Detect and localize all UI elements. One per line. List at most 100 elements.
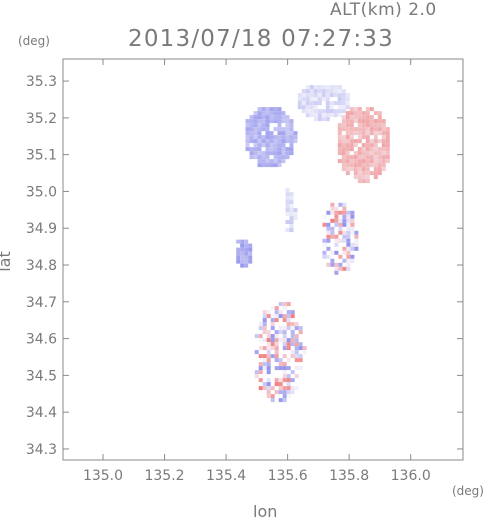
data-cell	[266, 370, 271, 375]
data-cell	[357, 167, 362, 172]
data-cell	[293, 135, 298, 140]
data-cell	[278, 358, 283, 363]
data-cell	[298, 346, 303, 351]
y-tick-label: 34.9	[26, 221, 57, 237]
data-cell	[353, 163, 358, 168]
data-cell	[285, 123, 290, 128]
data-cell	[357, 179, 362, 184]
data-cell	[298, 358, 303, 363]
data-cell	[249, 151, 254, 156]
data-cell	[282, 302, 287, 307]
data-cell	[285, 220, 290, 225]
data-cell	[293, 139, 298, 144]
data-cell	[257, 115, 262, 120]
data-cell	[326, 226, 331, 231]
data-cell	[274, 306, 279, 311]
data-cell	[353, 139, 358, 144]
data-cell	[313, 97, 318, 102]
data-cell	[286, 326, 291, 331]
data-cell	[361, 175, 366, 180]
data-cell	[353, 151, 358, 156]
data-cell	[317, 89, 322, 94]
data-cell	[289, 143, 294, 148]
data-cell	[262, 382, 267, 387]
data-cell	[286, 302, 291, 307]
data-cell	[285, 208, 290, 213]
data-cell	[293, 216, 298, 221]
data-cell	[257, 159, 262, 164]
data-cell	[357, 131, 362, 136]
data-cell	[258, 346, 263, 351]
data-cell	[337, 159, 342, 164]
data-cell	[309, 113, 314, 118]
data-cell	[277, 123, 282, 128]
data-cell	[244, 255, 249, 260]
data-cell	[365, 151, 370, 156]
data-cell	[341, 97, 346, 102]
data-cell	[236, 251, 241, 256]
data-cell	[345, 135, 350, 140]
data-cell	[274, 318, 279, 323]
data-cell	[313, 93, 318, 98]
data-cell	[289, 204, 294, 209]
data-cell	[266, 314, 271, 319]
data-cell	[321, 109, 326, 114]
data-cell	[290, 334, 295, 339]
data-cell	[349, 119, 354, 124]
data-cell	[285, 131, 290, 136]
data-cell	[357, 159, 362, 164]
data-cell	[329, 89, 334, 94]
data-layer	[236, 85, 390, 403]
data-cell	[277, 115, 282, 120]
data-cell	[373, 127, 378, 132]
data-cell	[261, 123, 266, 128]
data-cell	[290, 310, 295, 315]
data-cell	[282, 330, 287, 335]
data-cell	[346, 218, 351, 223]
data-cell	[369, 107, 374, 112]
data-cell	[377, 119, 382, 124]
data-cell	[321, 93, 326, 98]
x-axis-label: lon	[253, 502, 278, 521]
data-cell	[270, 346, 275, 351]
data-cell	[265, 127, 270, 132]
data-cell	[277, 159, 282, 164]
data-cell	[365, 167, 370, 172]
data-cell	[346, 246, 351, 251]
data-cell	[257, 107, 262, 112]
data-cell	[373, 167, 378, 172]
data-cell	[270, 326, 275, 331]
data-cell	[253, 127, 258, 132]
data-cell	[377, 171, 382, 176]
data-cell	[381, 147, 386, 152]
data-cell	[281, 127, 286, 132]
data-cell	[334, 250, 339, 255]
data-cell	[369, 119, 374, 124]
data-cell	[350, 218, 355, 223]
data-cell	[261, 139, 266, 144]
data-cell	[257, 147, 262, 152]
data-cell	[369, 123, 374, 128]
data-cell	[305, 101, 310, 106]
data-cell	[253, 155, 258, 160]
data-cell	[266, 378, 271, 383]
data-cell	[278, 382, 283, 387]
data-cell	[341, 139, 346, 144]
data-cell	[309, 105, 314, 110]
data-cell	[342, 258, 347, 263]
data-cell	[385, 127, 390, 132]
data-cell	[334, 238, 339, 243]
data-cell	[286, 386, 291, 391]
data-cell	[338, 266, 343, 271]
data-cell	[365, 139, 370, 144]
data-cell	[274, 338, 279, 343]
data-cell	[326, 234, 331, 239]
data-cell	[298, 342, 303, 347]
data-cell	[277, 107, 282, 112]
data-cell	[301, 97, 306, 102]
data-cell	[330, 234, 335, 239]
data-cell	[369, 143, 374, 148]
data-cell	[254, 370, 259, 375]
data-cell	[369, 127, 374, 132]
data-cell	[346, 234, 351, 239]
